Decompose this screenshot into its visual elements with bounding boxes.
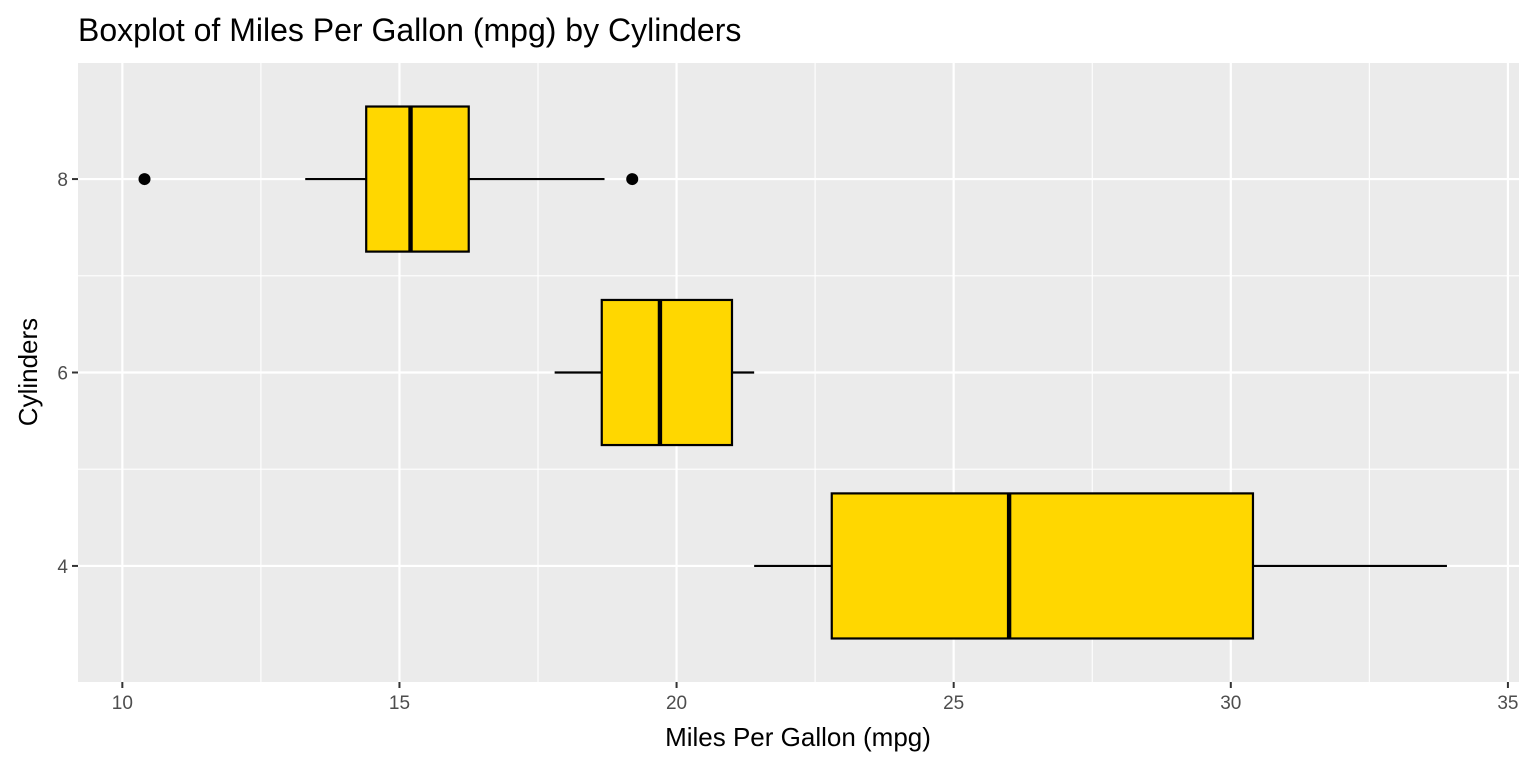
- y-tick-label: 6: [57, 364, 68, 385]
- y-tick-label: 4: [57, 557, 68, 578]
- x-tick-label: 35: [1497, 693, 1518, 714]
- x-axis-label: Miles Per Gallon (mpg): [665, 722, 931, 752]
- outlier-point: [626, 173, 639, 186]
- x-tick-label: 30: [1220, 693, 1241, 714]
- box-group-4: [754, 492, 1447, 640]
- x-tick-label: 25: [943, 693, 964, 714]
- box-iqr: [830, 492, 1255, 640]
- box-iqr: [600, 298, 734, 447]
- box-group-6: [554, 298, 755, 447]
- y-tick-label: 8: [57, 170, 68, 191]
- box-group-8: [138, 105, 639, 253]
- x-tick-label: 20: [666, 693, 687, 714]
- x-tick-label: 15: [389, 693, 410, 714]
- x-tick-label: 10: [112, 693, 133, 714]
- y-axis-label: Cylinders: [13, 318, 43, 426]
- chart-title: Boxplot of Miles Per Gallon (mpg) by Cyl…: [78, 12, 741, 48]
- plot-area: 10 15 20 25 30 35 4 6 8: [57, 63, 1519, 714]
- box-iqr: [365, 105, 470, 253]
- outlier-point: [138, 173, 151, 186]
